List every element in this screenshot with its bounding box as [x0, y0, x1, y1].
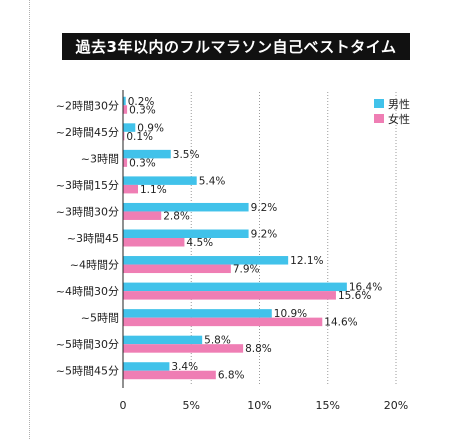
- data-label: 4.5%: [186, 237, 213, 249]
- category-label: ~4時間分: [70, 259, 119, 272]
- x-axis: 0 5% 10% 15% 20%: [120, 90, 408, 412]
- legend-label: 女性: [388, 112, 410, 126]
- x-tick-label: 20%: [384, 399, 408, 412]
- data-label: 12.1%: [290, 255, 323, 267]
- bar-female: [123, 131, 125, 141]
- data-label: 0.3%: [129, 157, 156, 169]
- bars: [123, 96, 347, 380]
- bar-male: [123, 202, 249, 212]
- bar-male: [123, 335, 203, 345]
- category-label: ~4時間30分: [56, 285, 119, 298]
- data-label: 9.2%: [251, 202, 278, 214]
- grid-lines: [190, 92, 397, 384]
- bar-female: [123, 238, 185, 247]
- data-label: 0.2%: [128, 96, 155, 108]
- legend-label: 男性: [388, 97, 410, 111]
- bar-male: [123, 256, 289, 265]
- data-label: 6.8%: [218, 370, 245, 382]
- x-tick-label: 10%: [247, 399, 271, 412]
- bar-male: [123, 176, 197, 185]
- bar-female: [123, 264, 231, 274]
- bar-female: [123, 184, 139, 194]
- bar-male: [123, 362, 170, 371]
- data-label: 3.4%: [171, 361, 198, 373]
- bar-female: [123, 317, 323, 327]
- data-label: 10.9%: [274, 308, 307, 320]
- bar-female: [123, 344, 244, 353]
- category-label: ~5時間30分: [56, 338, 119, 351]
- bar-female: [123, 370, 216, 380]
- x-tick-label: 5%: [183, 399, 200, 412]
- data-label: 0.1%: [126, 131, 153, 143]
- data-label: 16.4%: [349, 282, 382, 294]
- bar-female: [123, 105, 128, 114]
- data-label: 0.9%: [137, 122, 164, 134]
- category-label: ~3時間: [81, 152, 119, 165]
- data-label: 1.1%: [140, 184, 167, 196]
- data-label: 8.8%: [245, 343, 272, 355]
- x-tick-label: 15%: [316, 399, 340, 412]
- bar-male: [123, 309, 272, 318]
- data-label: 14.6%: [324, 317, 357, 329]
- chart-title: 過去3年以内のフルマラソン自己ベストタイム: [62, 33, 410, 60]
- category-label: ~2時間30分: [56, 99, 119, 112]
- legend-swatch: [374, 114, 384, 123]
- bar-male: [123, 282, 347, 292]
- page-divider: [29, 0, 30, 439]
- x-tick-label: 0: [120, 399, 127, 412]
- category-label: ~2時間45分: [56, 126, 119, 139]
- data-label: 7.9%: [233, 264, 260, 276]
- data-label: 15.6%: [338, 290, 371, 302]
- bar-male: [123, 96, 126, 106]
- category-label: ~3時間15分: [56, 179, 119, 192]
- data-label: 0.3%: [129, 104, 156, 116]
- data-label: 3.5%: [173, 149, 200, 161]
- legend-swatch: [374, 99, 384, 108]
- category-label: ~5時間: [81, 312, 119, 325]
- bar-male: [123, 229, 249, 238]
- category-label: ~3時間30分: [56, 205, 119, 218]
- category-labels: ~2時間30分 ~2時間45分 ~3時間 ~3時間15分 ~3時間30分 ~3時間45 ~4…: [56, 99, 119, 377]
- bar-female: [123, 211, 162, 220]
- bar-female: [123, 158, 128, 167]
- data-label: 9.2%: [251, 229, 278, 241]
- bar-male: [123, 149, 171, 159]
- bar-male: [123, 123, 136, 132]
- category-label: ~5時間45分: [56, 365, 119, 378]
- data-label: 5.4%: [199, 175, 226, 187]
- data-labels: 0.2%0.3%0.9%0.1%3.5%0.3%5.4%1.1%9.2%2.8%…: [126, 96, 382, 382]
- bar-female: [123, 291, 336, 300]
- data-label: 5.8%: [204, 335, 231, 347]
- data-label: 2.8%: [163, 210, 190, 222]
- category-label: ~3時間45: [67, 232, 119, 245]
